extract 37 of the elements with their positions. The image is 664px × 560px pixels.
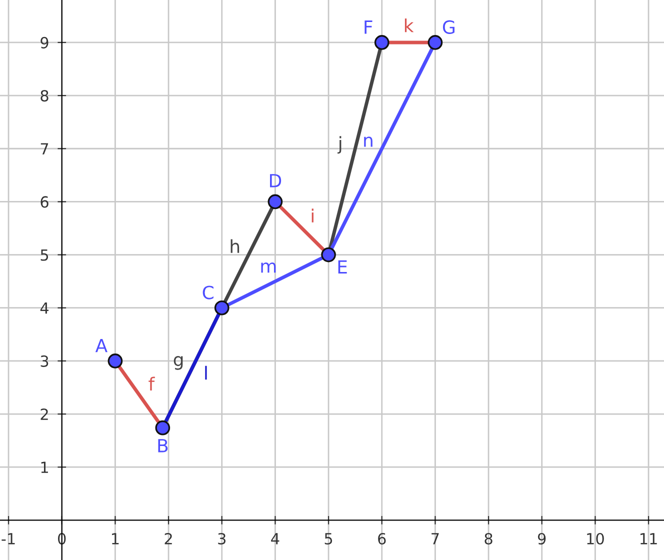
y-tick-label: 3	[40, 355, 48, 367]
x-tick-label: 9	[538, 532, 546, 545]
y-tick-label: 6	[40, 196, 48, 208]
series-label: m	[261, 262, 276, 273]
y-tick-label: 4	[40, 302, 49, 314]
x-tick-label: 7	[432, 533, 439, 544]
x-tick-label: 11	[640, 533, 657, 544]
series-label: i	[312, 208, 314, 222]
series-label: k	[404, 18, 414, 32]
x-tick-label: 8	[484, 532, 492, 545]
series-label: C	[202, 286, 214, 300]
series-label: j	[338, 136, 342, 154]
x-tick-label: 5	[324, 533, 332, 545]
y-tick-label: 2	[40, 408, 48, 420]
series-label: D	[270, 174, 282, 188]
x-tick-label: 2	[164, 532, 172, 544]
series-label: A	[95, 339, 108, 352]
series-label: F	[364, 20, 372, 34]
x-tick-label: 4	[271, 533, 280, 544]
x-tick-label: 10	[587, 532, 604, 545]
y-tick-label: 8	[40, 90, 48, 102]
y-tick-label: 9	[40, 36, 48, 48]
series-label: G	[442, 20, 454, 34]
x-tick-label: 1	[112, 533, 119, 544]
x-tick-label: -1	[2, 533, 15, 544]
series-label: B	[158, 439, 168, 452]
y-tick-label: 1	[41, 462, 48, 473]
y-tick-label: 5	[40, 249, 48, 261]
y-tick-label: 7	[40, 143, 48, 154]
series-label: g	[174, 356, 183, 370]
x-tick-label: 3	[218, 532, 226, 545]
series-label: n	[364, 136, 372, 147]
series-label: E	[338, 260, 347, 274]
series-label: h	[230, 239, 240, 253]
series-label: l	[205, 366, 207, 380]
x-tick-label: 6	[378, 532, 386, 545]
series-label: f	[148, 376, 155, 391]
